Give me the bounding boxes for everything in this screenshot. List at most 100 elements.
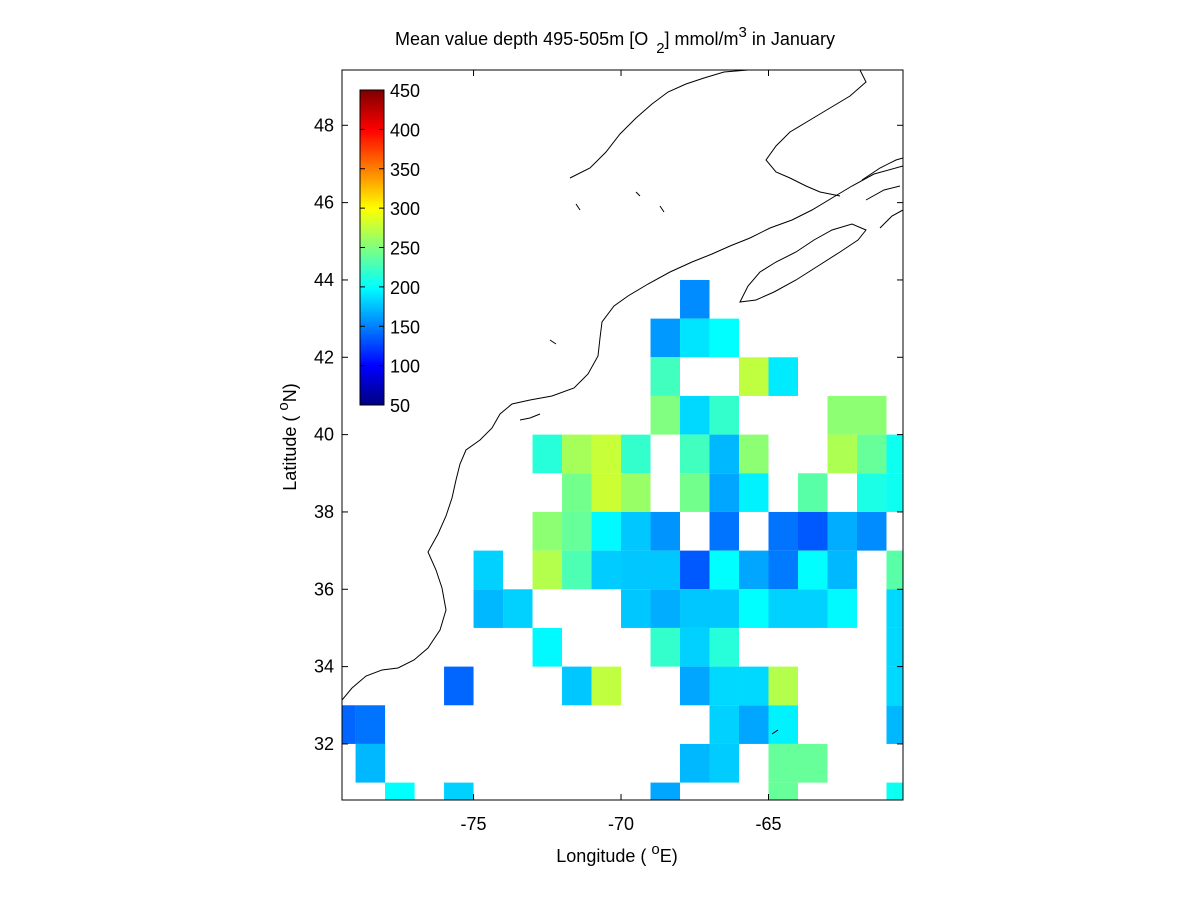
- colorbar-swatch: [360, 286, 384, 290]
- grid-cell: [532, 550, 563, 590]
- colorbar-swatch: [360, 217, 384, 221]
- colorbar-swatch: [360, 323, 384, 327]
- x-label-part: E): [660, 846, 678, 866]
- colorbar-swatch: [360, 390, 384, 394]
- grid-cell: [650, 395, 681, 435]
- grid-cell: [709, 705, 740, 744]
- colorbar-swatch: [360, 309, 384, 312]
- grid-cell: [739, 434, 769, 474]
- colorbar-swatch: [360, 193, 384, 197]
- grid-cell: [768, 550, 798, 590]
- x-tick-label: -70: [608, 814, 634, 834]
- colorbar-swatch: [360, 336, 384, 340]
- grid-cell: [680, 279, 710, 319]
- colorbar-swatch: [360, 274, 384, 278]
- grid-cell: [473, 589, 504, 628]
- grid-cell: [650, 318, 681, 358]
- colorbar-swatch: [360, 365, 384, 369]
- colorbar-swatch: [360, 341, 384, 344]
- grid-cell: [591, 434, 622, 474]
- colorbar-tick-label: 150: [390, 317, 420, 337]
- colorbar-swatch: [360, 350, 384, 354]
- colorbar-swatch: [360, 355, 384, 359]
- colorbar-swatch: [360, 109, 384, 113]
- colorbar-swatch: [360, 198, 384, 202]
- grid-cell: [768, 511, 798, 551]
- colorbar-swatch: [360, 104, 384, 108]
- colorbar-swatch: [360, 119, 384, 123]
- grid-cell: [621, 434, 651, 474]
- grid-cell: [709, 550, 740, 590]
- colorbar-swatch: [360, 151, 384, 155]
- grid-cell: [709, 511, 740, 551]
- colorbar-swatch: [360, 183, 384, 187]
- colorbar-swatch: [360, 257, 384, 261]
- colorbar-swatch: [360, 301, 384, 305]
- colorbar-swatch: [360, 326, 384, 330]
- grid-cell: [739, 357, 769, 396]
- grid-cell: [739, 705, 769, 744]
- colorbar-swatch: [360, 368, 384, 372]
- colorbar-swatch: [360, 281, 384, 285]
- grid-cell: [856, 434, 887, 474]
- grid-cell: [591, 473, 622, 512]
- grid-cell: [709, 318, 740, 358]
- grid-cell: [650, 627, 681, 667]
- colorbar-swatch: [360, 225, 384, 229]
- colorbar-swatch: [360, 277, 384, 280]
- colorbar-swatch: [360, 237, 384, 241]
- colorbar-swatch: [360, 363, 384, 367]
- x-label-superscript: o: [651, 841, 659, 858]
- grid-cell: [709, 434, 740, 474]
- colorbar-swatch: [360, 402, 384, 406]
- colorbar-swatch: [360, 173, 384, 177]
- y-label-superscript: o: [275, 402, 292, 410]
- grid-cell: [709, 743, 740, 783]
- colorbar-swatch: [360, 294, 384, 298]
- colorbar-swatch: [360, 242, 384, 246]
- grid-cell: [827, 589, 857, 628]
- colorbar-swatch: [360, 117, 384, 121]
- grid-cell: [591, 550, 622, 590]
- grid-cell: [503, 589, 533, 628]
- grid-cell: [856, 395, 887, 435]
- colorbar-swatch: [360, 259, 384, 263]
- colorbar-swatch: [360, 230, 384, 234]
- colorbar-swatch: [360, 153, 384, 157]
- grid-cell: [827, 434, 857, 474]
- colorbar-tick-label: 350: [390, 160, 420, 180]
- cell-layer: [342, 279, 903, 800]
- colorbar-swatch: [360, 328, 384, 332]
- grid-cell: [650, 511, 681, 551]
- y-tick-label: 32: [314, 734, 334, 754]
- colorbar-swatch: [360, 94, 384, 98]
- colorbar-swatch: [360, 343, 384, 347]
- colorbar-swatch: [360, 213, 384, 217]
- colorbar-swatch: [360, 178, 384, 182]
- colorbar: [360, 90, 384, 406]
- colorbar-swatch: [360, 144, 384, 148]
- colorbar-swatch: [360, 304, 384, 308]
- colorbar-swatch: [360, 291, 384, 295]
- colorbar-swatch: [360, 129, 384, 133]
- y-tick-label: 40: [314, 425, 334, 445]
- colorbar-swatch: [360, 272, 384, 276]
- x-label-part: Longitude (: [556, 846, 651, 866]
- colorbar-swatch: [360, 92, 384, 96]
- colorbar-swatch: [360, 141, 384, 145]
- colorbar-swatch: [360, 306, 384, 310]
- colorbar-swatch: [360, 90, 384, 93]
- grid-cell: [680, 743, 710, 783]
- colorbar-swatch: [360, 338, 384, 342]
- grid-cell: [473, 550, 504, 590]
- colorbar-swatch: [360, 222, 384, 226]
- colorbar-swatch: [360, 370, 384, 374]
- y-tick-label: 48: [314, 115, 334, 135]
- grid-cell: [886, 589, 903, 628]
- grid-cell: [856, 511, 887, 551]
- colorbar-swatch: [360, 208, 384, 212]
- coast-nova-scotia: [739, 223, 867, 303]
- coast-st-lawrence: [569, 70, 867, 197]
- colorbar-swatch: [360, 176, 384, 180]
